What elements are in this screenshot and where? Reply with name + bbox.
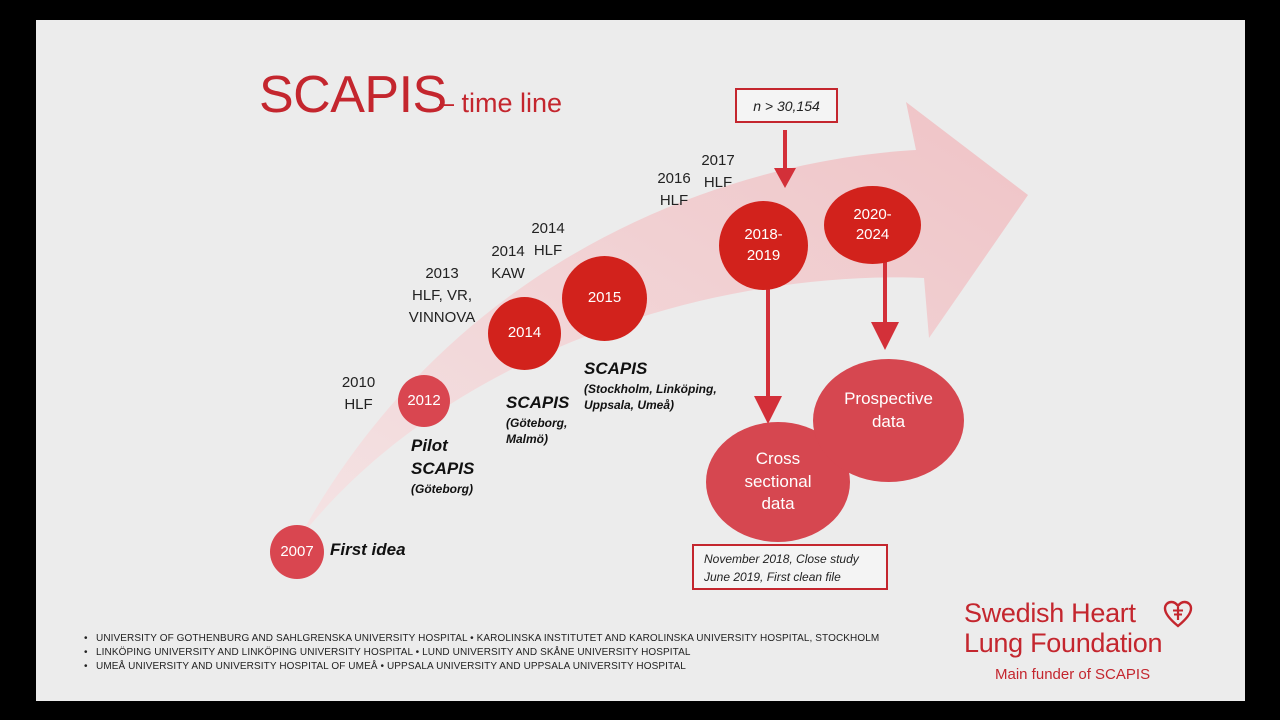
down-arrow-to-prospective	[871, 258, 899, 350]
milestone-2007: 2007	[270, 525, 324, 579]
milestone-2014: 2014	[488, 297, 561, 370]
partner-line: UNIVERSITY OF GOTHENBURG AND SAHLGRENSKA…	[84, 632, 879, 646]
stage-first-idea: First idea	[330, 540, 406, 559]
milestone-2020-2024: 2020- 2024	[824, 186, 921, 264]
heart-cross-icon	[1163, 600, 1193, 628]
partner-line: LINKÖPING UNIVERSITY AND LINKÖPING UNIVE…	[84, 646, 879, 660]
funding-2014-hlf: 2014 HLF	[531, 220, 565, 259]
sample-size-box: n > 30,154	[735, 88, 838, 123]
down-arrow-to-2018	[774, 130, 796, 188]
down-arrow-to-cross-sectional	[754, 288, 782, 424]
page-title: SCAPIS	[259, 66, 447, 124]
funding-2017: 2017 HLF	[701, 152, 735, 191]
partner-line: UMEÅ UNIVERSITY AND UNIVERSITY HOSPITAL …	[84, 660, 879, 674]
prospective-data-oval: Prospective data	[813, 359, 964, 482]
study-notes-box: November 2018, Close study June 2019, Fi…	[692, 544, 888, 590]
milestone-2018-2019: 2018- 2019	[719, 201, 808, 290]
swedish-heart-lung-foundation-logo: Swedish Heart Lung Foundation Main funde…	[964, 598, 1193, 683]
funding-2014-kaw: 2014 KAW	[491, 243, 525, 282]
stage-pilot-scapis: Pilot SCAPIS (Göteborg)	[411, 436, 475, 496]
milestone-2015: 2015	[562, 256, 647, 341]
funding-2016: 2016 HLF	[657, 170, 691, 209]
page-subtitle: – time line	[439, 88, 563, 118]
stage-scapis-goteborg-malmo: SCAPIS (Göteborg, Malmö)	[506, 393, 570, 447]
milestone-2012: 2012	[398, 375, 450, 427]
funding-2010: 2010 HLF	[341, 374, 376, 413]
funding-2013: 2013 HLF, VR, VINNOVA	[408, 265, 476, 326]
stage-scapis-four-cities: SCAPIS (Stockholm, Linköping, Uppsala, U…	[584, 359, 717, 413]
partner-list: UNIVERSITY OF GOTHENBURG AND SAHLGRENSKA…	[84, 632, 879, 674]
slide: SCAPIS – time line 2007 2012 2014 2015 2…	[36, 20, 1245, 701]
